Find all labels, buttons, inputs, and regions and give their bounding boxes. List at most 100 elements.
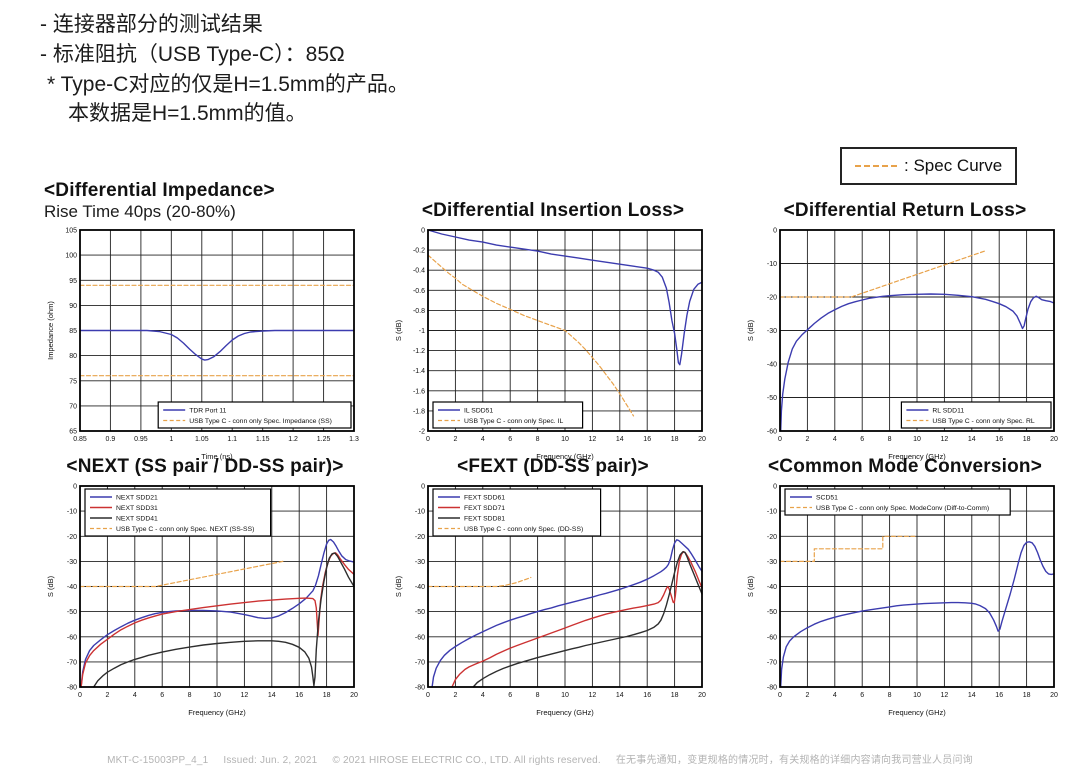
chart-title: <Differential Return Loss>	[783, 200, 1027, 221]
svg-text:16: 16	[995, 692, 1003, 699]
svg-text:-1.6: -1.6	[413, 388, 425, 395]
svg-text:-20: -20	[767, 534, 777, 541]
chart-title: <Common Mode Conversion>	[767, 456, 1042, 477]
svg-text:0: 0	[421, 484, 425, 491]
chart-plot-fext: 0 2 4 6 8 10 12 14 16 18 20 0 -10 -20 -30 -40 -50 -60 -70 -…	[392, 479, 714, 724]
svg-text:-20: -20	[767, 295, 777, 302]
svg-text:10: 10	[913, 436, 921, 443]
svg-text:Time (ns): Time (ns)	[201, 452, 233, 461]
svg-text:-10: -10	[767, 261, 777, 268]
svg-text:20: 20	[698, 436, 706, 443]
chart-plot-common-mode-conversion: 0 2 4 6 8 10 12 14 16 18 20 0 -10 -20 -30 -40 -50 -60 -70 -…	[744, 479, 1066, 724]
svg-text:14: 14	[616, 692, 624, 699]
svg-text:8: 8	[888, 692, 892, 699]
svg-text:20: 20	[1050, 436, 1058, 443]
svg-text:10: 10	[561, 692, 569, 699]
svg-text:16: 16	[295, 692, 303, 699]
svg-text:12: 12	[941, 436, 949, 443]
svg-text:S (dB): S (dB)	[394, 575, 403, 597]
footer-issued-date: Issued: Jun. 2, 2021	[223, 755, 318, 766]
svg-text:-0.4: -0.4	[413, 268, 425, 275]
header-notes: - 连接器部分的测试结果 - 标准阻抗（USB Type-C）：85Ω * Ty…	[40, 10, 409, 129]
svg-text:8: 8	[536, 436, 540, 443]
svg-text:-70: -70	[767, 659, 777, 666]
svg-text:0: 0	[73, 484, 77, 491]
svg-text:-50: -50	[767, 395, 777, 402]
svg-text:RL SDD11: RL SDD11	[932, 408, 964, 415]
svg-text:18: 18	[671, 692, 679, 699]
svg-text:FEXT SDD71: FEXT SDD71	[464, 505, 505, 512]
svg-text:S (dB): S (dB)	[746, 319, 755, 341]
svg-text:-20: -20	[67, 534, 77, 541]
svg-text:USB Type C - conn only Spec. (: USB Type C - conn only Spec. (DD-SS)	[464, 526, 583, 533]
chart-title: <FEXT (DD-SS pair)>	[457, 456, 649, 477]
svg-text:12: 12	[589, 692, 597, 699]
svg-text:-80: -80	[415, 685, 425, 692]
svg-text:-70: -70	[67, 659, 77, 666]
chart-next: <NEXT (SS pair / DD-SS pair)> 0 2 4 6 8 10 12 1…	[44, 452, 366, 724]
svg-text:14: 14	[616, 436, 624, 443]
svg-text:20: 20	[1050, 692, 1058, 699]
spec-curve-label: : Spec Curve	[904, 156, 1003, 175]
svg-text:2: 2	[805, 692, 809, 699]
svg-text:90: 90	[69, 303, 77, 310]
svg-text:IL SDD51: IL SDD51	[464, 408, 493, 415]
svg-text:USB Type C - conn only Spec. I: USB Type C - conn only Spec. IL	[464, 418, 563, 425]
svg-text:0: 0	[778, 692, 782, 699]
chart-title: <Differential Impedance>	[44, 180, 275, 201]
svg-text:-50: -50	[767, 609, 777, 616]
svg-text:-60: -60	[767, 634, 777, 641]
chart-differential-insertion-loss: <Differential Insertion Loss> 0 2 4 6 8 10 12 1…	[392, 173, 714, 468]
svg-text:-10: -10	[767, 509, 777, 516]
svg-text:NEXT SDD21: NEXT SDD21	[116, 495, 158, 502]
header-note-line: 本数据是H=1.5mm的值。	[68, 102, 307, 126]
svg-text:USB Type C - conn only Spec. R: USB Type C - conn only Spec. RL	[932, 418, 1034, 425]
svg-text:Impedance (ohm): Impedance (ohm)	[46, 301, 55, 360]
chart-plot-differential-insertion-loss: 0 2 4 6 8 10 12 14 16 18 20 0 -0.2 -0.4 -0.6 -0.8 -1 -1.2…	[392, 223, 714, 468]
svg-text:0: 0	[773, 484, 777, 491]
svg-text:12: 12	[241, 692, 249, 699]
svg-text:75: 75	[69, 378, 77, 385]
chart-subtitle: Rise Time 40ps (20-80%)	[44, 202, 236, 221]
svg-text:8: 8	[888, 436, 892, 443]
svg-text:-30: -30	[767, 559, 777, 566]
svg-text:-20: -20	[415, 534, 425, 541]
svg-text:6: 6	[860, 436, 864, 443]
svg-text:4: 4	[481, 692, 485, 699]
svg-text:100: 100	[65, 253, 77, 260]
svg-text:0: 0	[421, 228, 425, 235]
svg-text:10: 10	[913, 692, 921, 699]
svg-text:-50: -50	[415, 609, 425, 616]
svg-text:18: 18	[1023, 436, 1031, 443]
chart-plot-next: 0 2 4 6 8 10 12 14 16 18 20 0 -10 -20 -30 -40 -50 -60 -70 -…	[44, 479, 366, 724]
svg-text:1.25: 1.25	[317, 436, 331, 443]
svg-text:-40: -40	[415, 584, 425, 591]
svg-text:-40: -40	[767, 362, 777, 369]
svg-text:14: 14	[268, 692, 276, 699]
svg-text:18: 18	[671, 436, 679, 443]
svg-text:0.9: 0.9	[106, 436, 116, 443]
svg-text:NEXT SDD31: NEXT SDD31	[116, 505, 158, 512]
svg-text:-30: -30	[67, 559, 77, 566]
svg-text:S (dB): S (dB)	[746, 575, 755, 597]
svg-text:12: 12	[589, 436, 597, 443]
svg-text:-10: -10	[67, 509, 77, 516]
svg-text:-40: -40	[767, 584, 777, 591]
svg-text:1.05: 1.05	[195, 436, 209, 443]
svg-text:16: 16	[995, 436, 1003, 443]
svg-text:6: 6	[160, 692, 164, 699]
svg-text:70: 70	[69, 403, 77, 410]
svg-text:4: 4	[481, 436, 485, 443]
svg-text:-10: -10	[415, 509, 425, 516]
svg-text:-30: -30	[767, 328, 777, 335]
svg-text:14: 14	[968, 692, 976, 699]
svg-text:4: 4	[133, 692, 137, 699]
svg-text:0.95: 0.95	[134, 436, 148, 443]
svg-text:0: 0	[426, 692, 430, 699]
svg-text:10: 10	[213, 692, 221, 699]
svg-text:USB Type C - conn only Spec. I: USB Type C - conn only Spec. Impedance (…	[189, 418, 332, 425]
svg-text:1.1: 1.1	[227, 436, 237, 443]
svg-text:95: 95	[69, 278, 77, 285]
svg-text:6: 6	[508, 692, 512, 699]
